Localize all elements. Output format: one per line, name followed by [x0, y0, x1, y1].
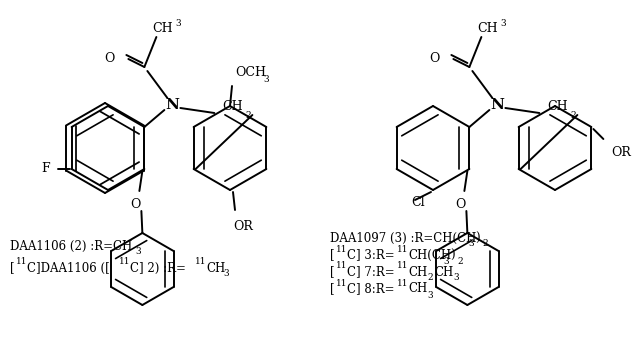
Text: 3: 3 [453, 273, 459, 283]
Text: [: [ [330, 266, 335, 278]
Text: 3: 3 [223, 269, 228, 278]
Text: C] 3:R=: C] 3:R= [347, 248, 395, 262]
Text: 11: 11 [16, 257, 28, 267]
Text: C]DAA1106 ([: C]DAA1106 ([ [27, 262, 109, 274]
Text: CH: CH [222, 100, 243, 114]
Text: ): ) [450, 248, 454, 262]
Text: [: [ [330, 248, 335, 262]
Text: 11: 11 [119, 257, 131, 267]
Text: 3: 3 [427, 290, 433, 299]
Text: CH: CH [408, 266, 428, 278]
Text: 2: 2 [457, 257, 463, 266]
Text: CH: CH [206, 262, 225, 274]
Text: ): ) [475, 231, 479, 245]
Text: OR: OR [233, 220, 253, 232]
Text: CH: CH [434, 266, 453, 278]
Text: O: O [130, 198, 141, 210]
Text: 3: 3 [175, 19, 181, 27]
Text: 11: 11 [195, 257, 207, 267]
Text: O: O [455, 198, 465, 210]
Text: Cl: Cl [412, 195, 425, 209]
Text: F: F [41, 162, 50, 176]
Text: O: O [429, 52, 440, 66]
Text: 2: 2 [245, 110, 251, 120]
Text: 3: 3 [468, 240, 474, 248]
Text: 11: 11 [397, 245, 408, 253]
Text: CH: CH [547, 100, 568, 114]
Text: DAA1097 (3) :R=CH(CH: DAA1097 (3) :R=CH(CH [330, 231, 476, 245]
Text: 2: 2 [482, 240, 488, 248]
Text: CH(CH: CH(CH [408, 248, 451, 262]
Text: N: N [490, 98, 504, 112]
Text: 3: 3 [263, 75, 269, 84]
Text: [: [ [10, 262, 15, 274]
Text: [: [ [330, 283, 335, 295]
Text: 3: 3 [135, 247, 141, 257]
Text: C] 7:R=: C] 7:R= [347, 266, 395, 278]
Text: 11: 11 [397, 278, 408, 288]
Text: 2: 2 [427, 273, 433, 283]
Text: C] 2) :R=: C] 2) :R= [130, 262, 186, 274]
Text: C] 8:R=: C] 8:R= [347, 283, 394, 295]
Text: OCH: OCH [235, 67, 266, 79]
Text: 11: 11 [336, 278, 348, 288]
Text: N: N [165, 98, 179, 112]
Text: 11: 11 [336, 262, 348, 271]
Text: CH: CH [152, 22, 173, 36]
Text: OR: OR [611, 146, 631, 158]
Text: DAA1106 (2) :R=CH: DAA1106 (2) :R=CH [10, 240, 132, 252]
Text: 11: 11 [336, 245, 348, 253]
Text: CH: CH [408, 283, 428, 295]
Text: 2: 2 [570, 110, 576, 120]
Text: O: O [104, 52, 115, 66]
Text: 3: 3 [443, 257, 449, 266]
Text: 11: 11 [397, 262, 408, 271]
Text: CH: CH [477, 22, 498, 36]
Text: 3: 3 [500, 19, 506, 27]
